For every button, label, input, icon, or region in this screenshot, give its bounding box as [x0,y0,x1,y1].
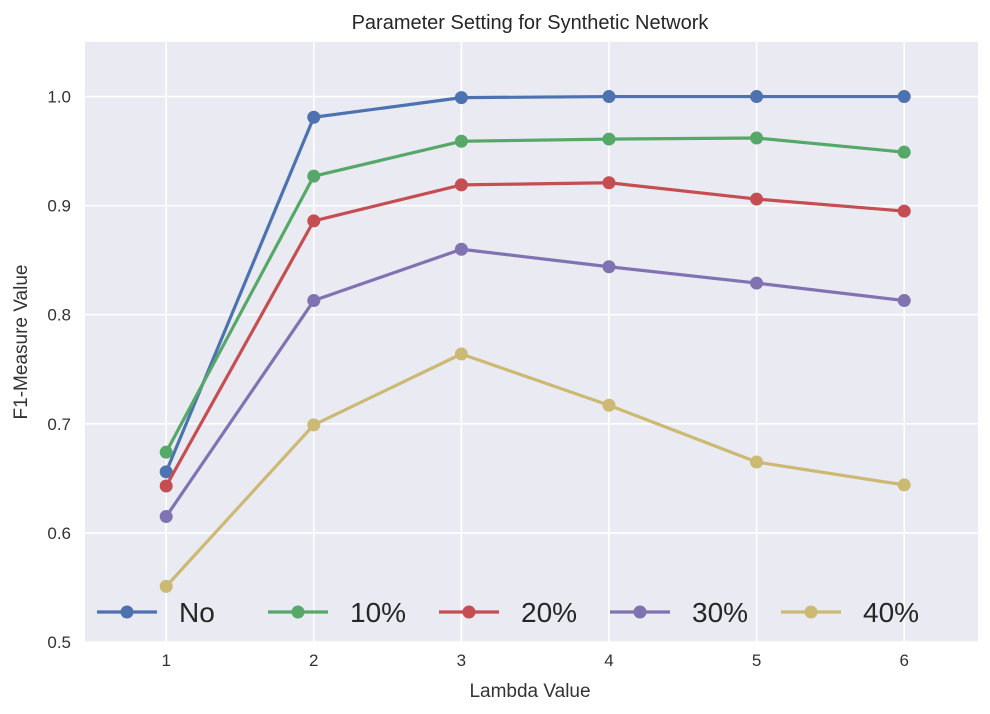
series-40pct [159,347,911,593]
data-point [307,110,321,124]
data-point [897,90,911,104]
legend-label: 30% [692,597,748,628]
legend-marker [120,605,134,619]
data-point [159,479,173,493]
data-point [750,455,764,469]
x-tick-label: 1 [161,651,170,670]
x-tick-label: 5 [752,651,761,670]
legend: No 10% 20% 30% 40% [97,597,919,628]
legend-item: 20% [439,597,577,628]
legend-label: 40% [863,597,919,628]
data-point [307,418,321,432]
data-point [454,134,468,148]
series-layer [159,90,911,593]
data-point [454,178,468,192]
y-tick-label: 0.5 [47,633,71,652]
data-point [750,90,764,104]
data-point [307,214,321,228]
data-point [159,465,173,479]
data-point [159,579,173,593]
y-tick-label: 0.8 [47,306,71,325]
legend-label: No [179,597,215,628]
y-axis-label: F1-Measure Value [11,265,32,420]
legend-label: 10% [350,597,406,628]
legend-marker [291,605,305,619]
data-point [897,204,911,218]
x-tick-label: 2 [309,651,318,670]
x-tick-label: 6 [899,651,908,670]
data-point [454,347,468,361]
data-point [750,131,764,145]
data-point [307,169,321,183]
legend-marker [804,605,818,619]
legend-item: 10% [268,597,406,628]
series-30pct [159,242,911,524]
data-point [159,445,173,459]
data-point [897,294,911,308]
series-line [164,181,906,488]
series-line [164,136,906,454]
data-point [897,478,911,492]
x-tick-label: 4 [604,651,613,670]
chart-title: Parameter Setting for Synthetic Network [352,12,710,34]
legend-item: 40% [781,597,919,628]
x-axis-label: Lambda Value [469,681,590,702]
data-point [307,294,321,308]
y-tick-label: 0.7 [47,415,71,434]
data-point [602,90,616,104]
data-point [454,242,468,256]
series-no [159,90,911,479]
legend-item: No [97,597,215,628]
data-point [602,176,616,190]
series-line [164,352,906,588]
data-point [602,260,616,274]
data-point [159,510,173,524]
x-tick-label: 3 [457,651,466,670]
data-point [454,91,468,105]
data-point [602,132,616,146]
legend-marker [462,605,476,619]
legend-item: 30% [610,597,748,628]
data-point [750,276,764,290]
tick-labels: 1 2 3 4 5 6 0.5 0.6 0.7 0.8 0.9 1.0 [47,88,909,670]
y-tick-label: 0.9 [47,197,71,216]
legend-label: 20% [521,597,577,628]
y-tick-label: 0.6 [47,524,71,543]
series-line [164,247,906,519]
series-20pct [159,176,911,493]
data-point [602,398,616,412]
series-line [164,94,906,474]
series-10pct [159,131,911,459]
y-tick-label: 1.0 [47,88,71,107]
legend-marker [633,605,647,619]
data-point [897,145,911,159]
data-point [750,192,764,206]
plot-area [85,42,978,642]
